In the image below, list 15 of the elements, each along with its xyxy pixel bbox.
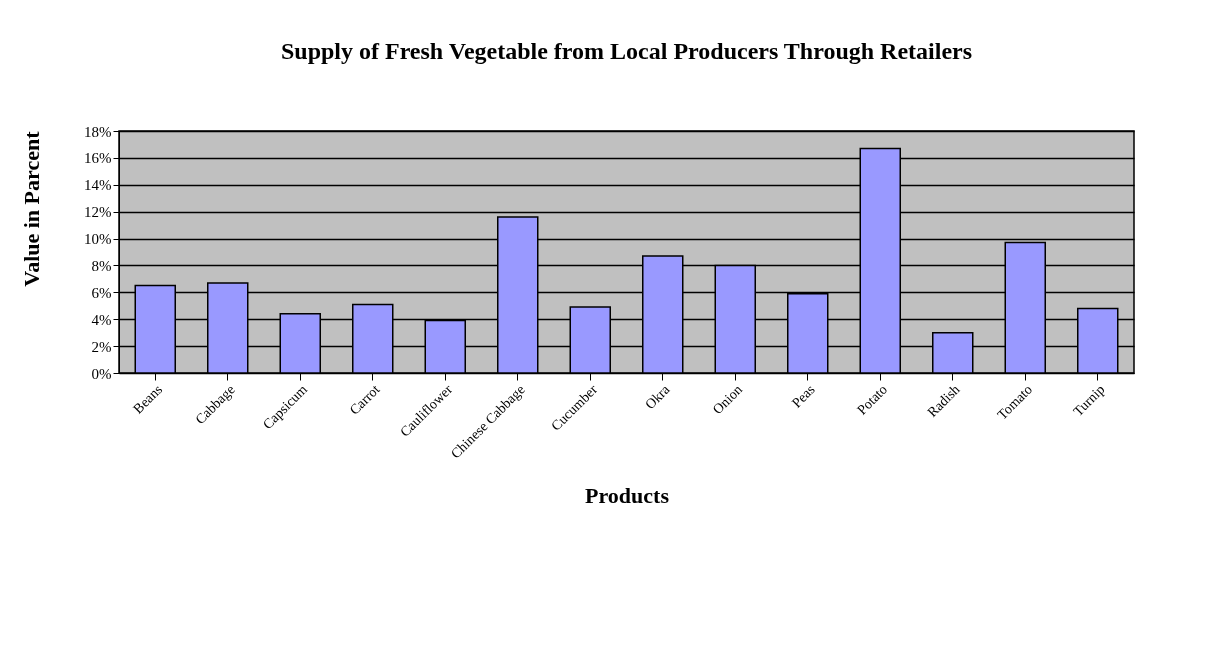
y-tick-label: 4% (91, 311, 112, 328)
y-tick-label: 12% (84, 204, 112, 221)
x-tick-label: Peas (788, 381, 818, 411)
y-tick-label: 14% (84, 177, 112, 194)
y-tick-label: 8% (91, 257, 112, 274)
y-axis-title: Value in Parcent (19, 130, 44, 287)
y-tick-label: 6% (91, 284, 112, 301)
y-tick-label: 18% (84, 123, 112, 140)
y-tick-label: 16% (84, 150, 112, 167)
y-tick-label: 2% (91, 338, 112, 355)
x-axis-title: Products (585, 483, 670, 509)
x-tick-label: Okra (642, 381, 674, 413)
chart-title: Supply of Fresh Vegetable from Local Producers Through Retailers (280, 38, 973, 64)
y-tick-label: 0% (91, 365, 112, 382)
y-tick-label: 10% (84, 231, 112, 248)
